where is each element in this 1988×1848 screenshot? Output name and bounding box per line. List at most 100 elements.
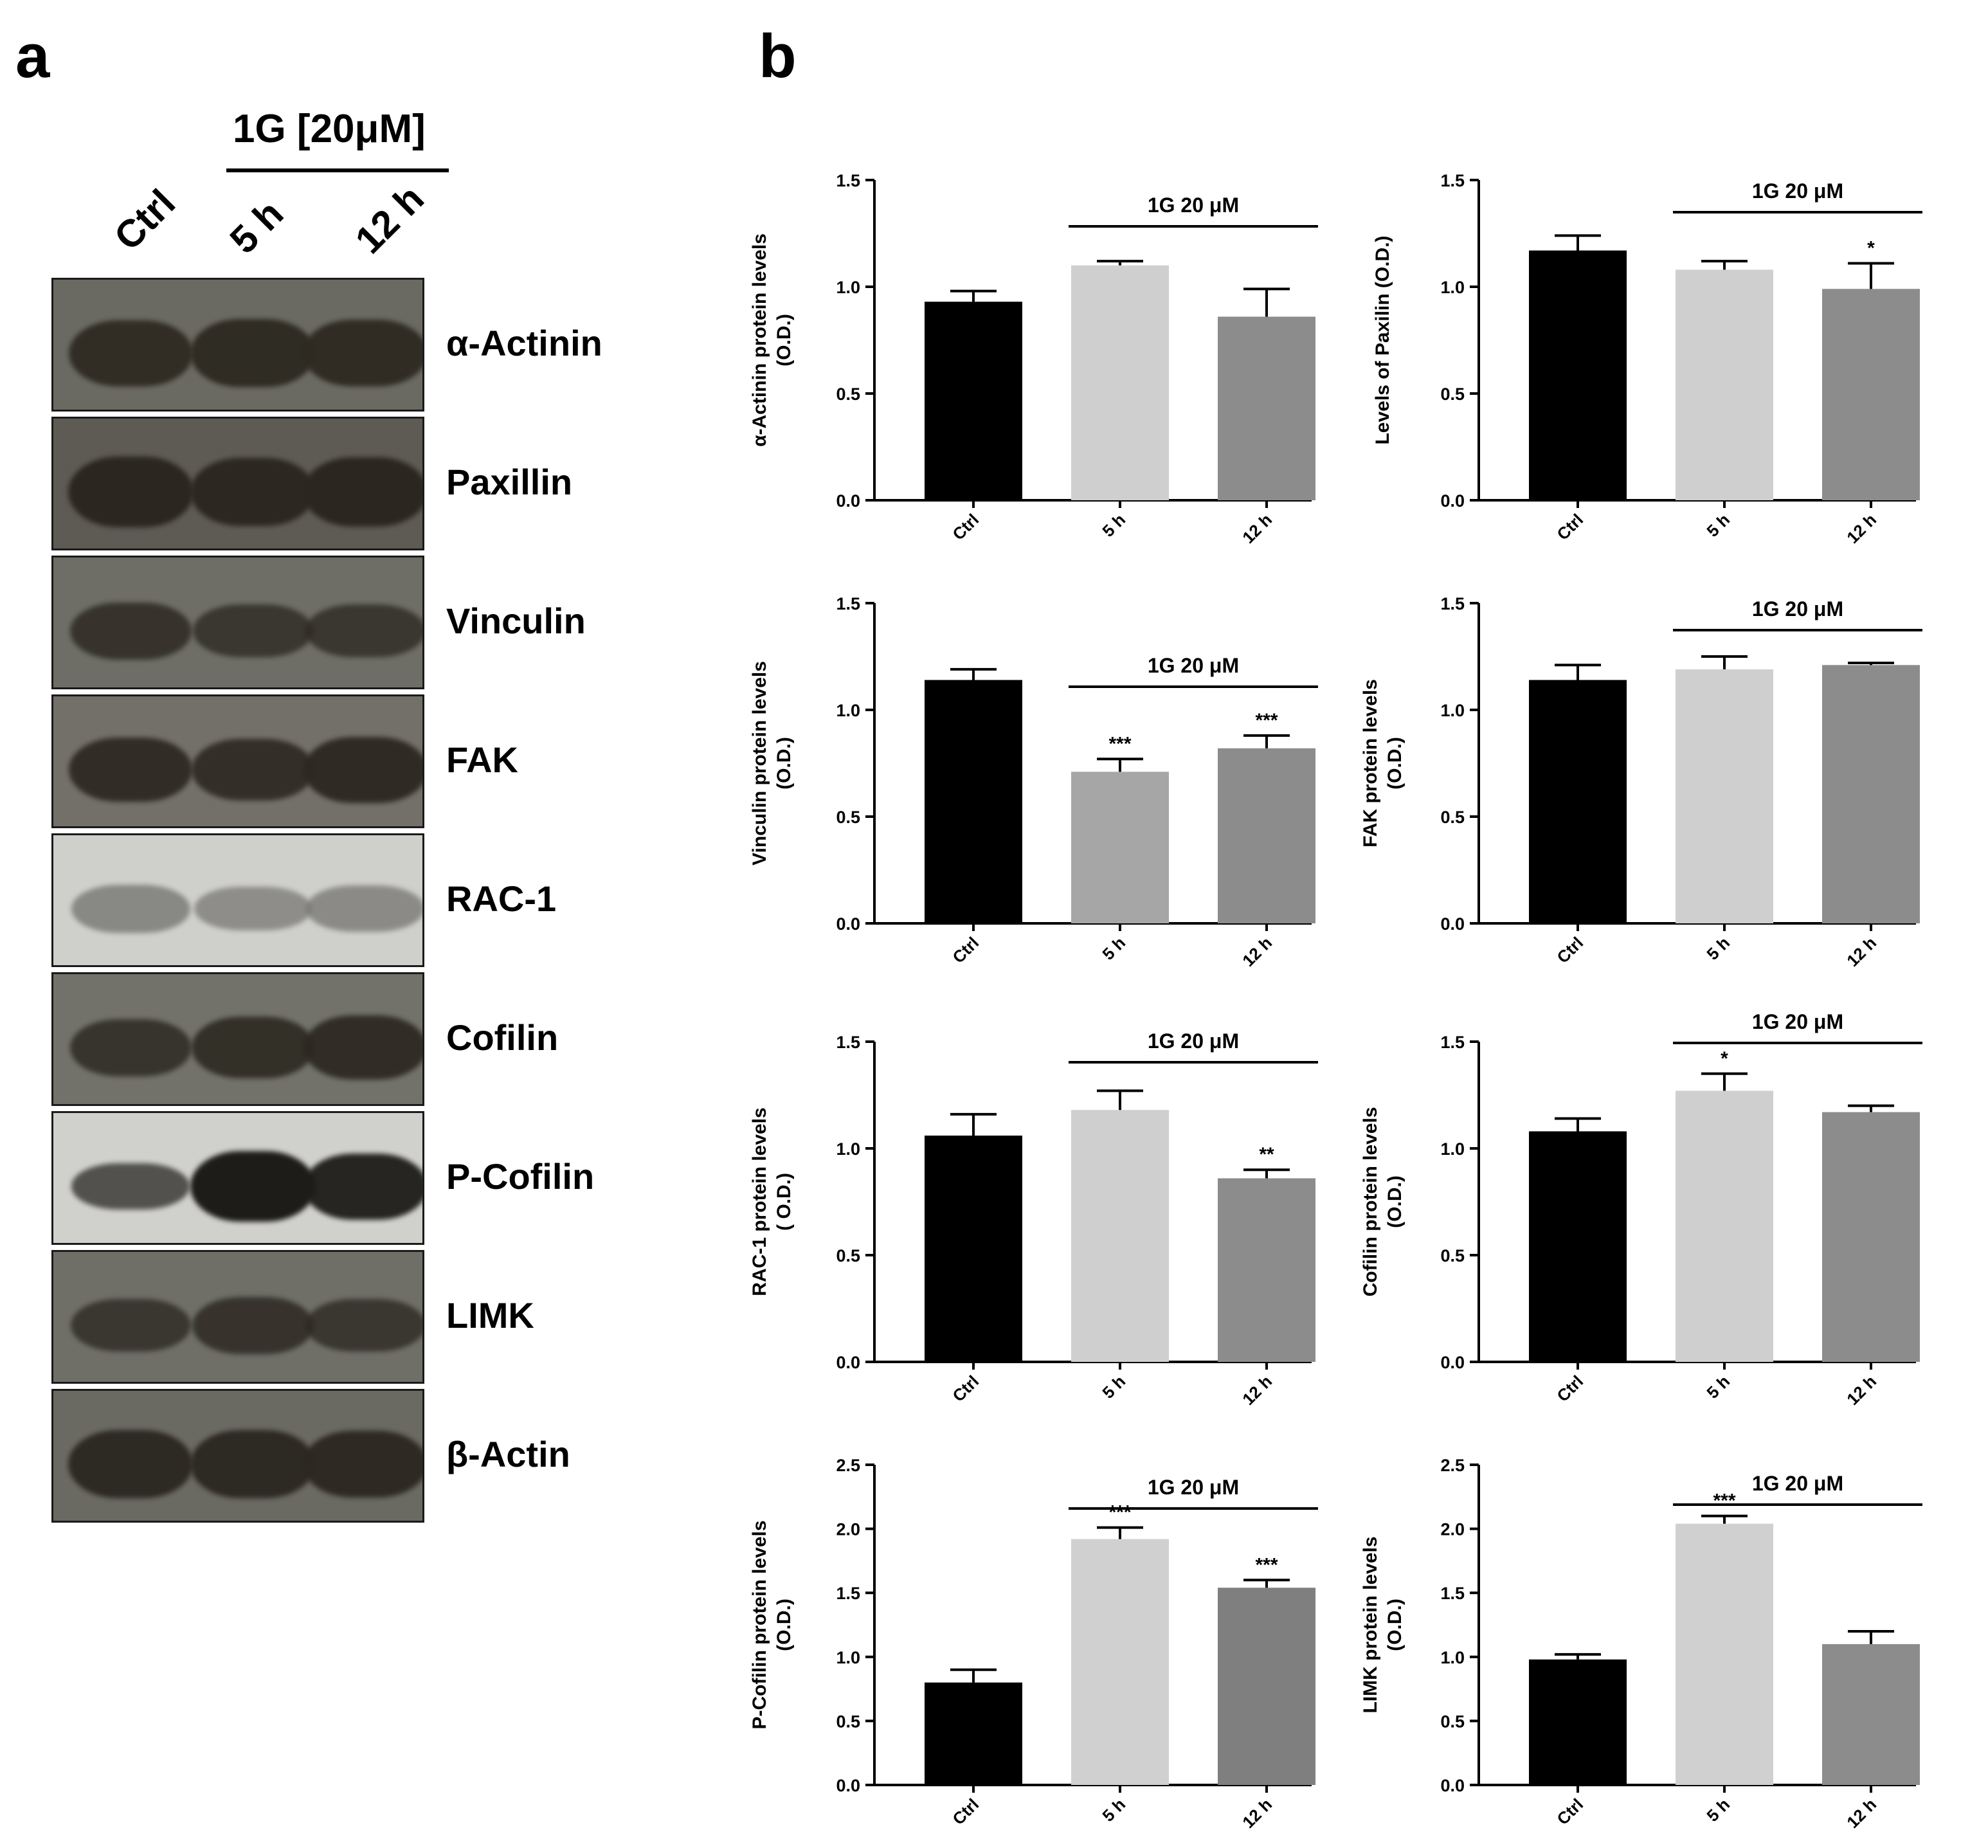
- y-tick-label: 0.5: [836, 1246, 860, 1265]
- bar: [925, 302, 1022, 500]
- blot-band: [68, 457, 194, 527]
- blot-band: [191, 739, 314, 801]
- blot-band: [194, 887, 312, 930]
- y-axis-label: (O.D.): [1384, 737, 1405, 790]
- blot-band: [190, 1151, 316, 1222]
- protein-label: LIMK: [446, 1295, 534, 1336]
- significance-marker: ***: [1255, 710, 1278, 731]
- bar: [1676, 269, 1773, 500]
- x-tick-label: Ctrl: [948, 1795, 982, 1829]
- bar: [1218, 1178, 1315, 1362]
- y-tick-label: 1.5: [1440, 1584, 1465, 1603]
- blot-band: [191, 1017, 314, 1078]
- bar: [1529, 1659, 1627, 1785]
- x-tick-label: 5 h: [1098, 933, 1129, 964]
- treatment-label: 1G 20 μM: [1148, 1029, 1239, 1053]
- bar: [925, 1136, 1022, 1362]
- bar: [1676, 1523, 1773, 1785]
- x-tick-label: Ctrl: [1553, 933, 1587, 967]
- y-tick-label: 1.0: [836, 701, 860, 720]
- blot-strip-5: [51, 833, 424, 967]
- bar: [1822, 1112, 1920, 1362]
- bar-chart-3: 0.0 0.5 1.0 1.5 Vinculin protein levels (O.D.…: [749, 594, 1318, 970]
- y-tick-label: 0.5: [1440, 808, 1465, 827]
- bar: [1529, 250, 1627, 500]
- bar: [1071, 1110, 1169, 1362]
- x-tick-label: Ctrl: [1553, 1795, 1587, 1829]
- y-axis-label: α-Actinin protein levels: [749, 233, 770, 447]
- y-tick-label: 1.0: [836, 278, 860, 297]
- bar: [1676, 1091, 1773, 1362]
- bar-chart-8: 0.0 0.5 1.0 1.5 2.0 2.5 LIMK protein levels (O.…: [1360, 1456, 1922, 1832]
- bar: [1529, 1131, 1627, 1362]
- blot-band: [302, 457, 422, 527]
- blot-band: [305, 604, 422, 657]
- blot-band: [190, 1429, 315, 1499]
- bar: [1218, 1588, 1315, 1785]
- treatment-label: 1G 20 μM: [1148, 194, 1239, 217]
- x-tick-label: 12 h: [1843, 1372, 1880, 1409]
- blot-band: [303, 736, 422, 803]
- y-tick-label: 0.0: [1440, 1776, 1465, 1795]
- y-tick-label: 0.5: [836, 385, 860, 404]
- treatment-header: 1G [20μM]: [233, 107, 426, 151]
- bar-chart-2: 0.0 0.5 1.0 1.5 Levels of Paxilin (O.D.) Ctrl…: [1372, 171, 1922, 547]
- blot-strip-6: [51, 972, 424, 1106]
- blot-band: [303, 1430, 422, 1498]
- blot-band: [303, 1153, 422, 1220]
- x-tick-label: 5 h: [1703, 510, 1733, 541]
- x-tick-label: 12 h: [1238, 1372, 1276, 1409]
- treatment-label: 1G 20 μM: [1752, 1472, 1843, 1495]
- y-tick-label: 1.5: [836, 594, 860, 613]
- y-tick-label: 0.5: [1440, 1246, 1465, 1265]
- y-tick-label: 1.5: [836, 1584, 860, 1603]
- y-axis-label: Cofilin protein levels: [1360, 1107, 1381, 1296]
- y-axis-label: (O.D.): [773, 1599, 795, 1651]
- blot-band: [71, 1163, 190, 1209]
- protein-label: Vinculin: [446, 601, 586, 641]
- blot-band: [303, 1015, 422, 1080]
- blot-band: [305, 1299, 422, 1352]
- y-tick-label: 0.0: [836, 914, 860, 934]
- bar: [925, 680, 1022, 923]
- bar: [1218, 748, 1315, 923]
- x-tick-label: 12 h: [1238, 510, 1276, 547]
- x-tick-label: Ctrl: [948, 1372, 982, 1406]
- y-tick-label: 1.5: [1440, 594, 1465, 613]
- bar: [1071, 1539, 1169, 1785]
- y-axis-label: (O.D.): [773, 314, 795, 367]
- blot-strip-4: [51, 694, 424, 828]
- protein-label: Paxillin: [446, 462, 573, 502]
- y-tick-label: 0.0: [836, 1776, 860, 1795]
- significance-marker: ***: [1713, 1490, 1735, 1512]
- y-axis-label: (O.D.): [1384, 1175, 1405, 1228]
- bar: [1822, 289, 1920, 500]
- y-tick-label: 1.0: [1440, 278, 1465, 297]
- significance-marker: ***: [1255, 1554, 1278, 1575]
- x-tick-label: 5 h: [1703, 933, 1733, 964]
- y-tick-label: 1.5: [1440, 1033, 1465, 1052]
- bar: [1071, 265, 1169, 500]
- blot-strip-2: [51, 417, 424, 550]
- y-tick-label: 0.0: [836, 1353, 860, 1372]
- y-tick-label: 1.0: [836, 1139, 860, 1159]
- panel-label-b: b: [759, 22, 797, 91]
- y-tick-label: 1.0: [836, 1648, 860, 1667]
- y-tick-label: 0.0: [1440, 914, 1465, 934]
- x-tick-label: 12 h: [1843, 933, 1880, 970]
- blot-band: [68, 320, 193, 386]
- y-tick-label: 0.5: [836, 808, 860, 827]
- protein-label: P-Cofilin: [446, 1156, 595, 1197]
- x-tick-label: 5 h: [1703, 1372, 1733, 1402]
- y-tick-label: 0.5: [836, 1712, 860, 1731]
- treatment-label: 1G 20 μM: [1752, 597, 1843, 621]
- y-tick-label: 0.5: [1440, 385, 1465, 404]
- y-axis-label: FAK protein levels: [1360, 679, 1381, 847]
- y-tick-label: 1.0: [1440, 1139, 1465, 1159]
- blot-band: [68, 1429, 193, 1499]
- blot-band: [190, 318, 315, 388]
- significance-marker: *: [1721, 1048, 1728, 1069]
- blot-strip-9: [51, 1389, 424, 1523]
- x-tick-label: 5 h: [1098, 1795, 1129, 1825]
